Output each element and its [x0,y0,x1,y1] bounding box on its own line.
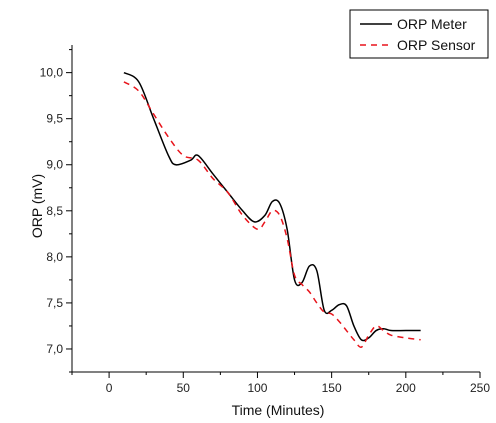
y-tick-label: 10,0 [40,66,64,80]
legend: ORP Meter ORP Sensor [349,9,489,59]
y-tick-label: 7,5 [46,296,63,310]
x-axis-title: Time (Minutes) [232,402,325,418]
series-line-orp-meter [123,71,421,342]
x-axis-ticks: 0 50 100 150 200 250 [71,372,490,395]
x-tick-label: 100 [247,381,267,395]
x-tick-label: 50 [177,381,191,395]
y-tick-label: 8,5 [46,204,63,218]
x-tick-label: 200 [396,381,416,395]
series-layer [123,71,421,348]
legend-box [349,9,489,59]
y-tick-label: 8,0 [46,250,63,264]
y-tick-label: 7,0 [46,342,63,356]
legend-label-orp-meter: ORP Meter [397,16,467,32]
legend-label-orp-sensor: ORP Sensor [397,37,476,53]
y-axis-ticks: 7,0 7,5 8,0 8,5 9,0 9,5 10,0 [40,49,72,373]
series-line-orp-sensor [123,81,421,348]
x-tick-label: 250 [470,381,490,395]
y-tick-label: 9,0 [46,158,63,172]
plot-frame [71,45,480,373]
x-tick-label: 150 [322,381,342,395]
y-axis-title: ORP (mV) [29,174,45,238]
y-tick-label: 9,5 [46,112,63,126]
x-tick-label: 0 [106,381,113,395]
